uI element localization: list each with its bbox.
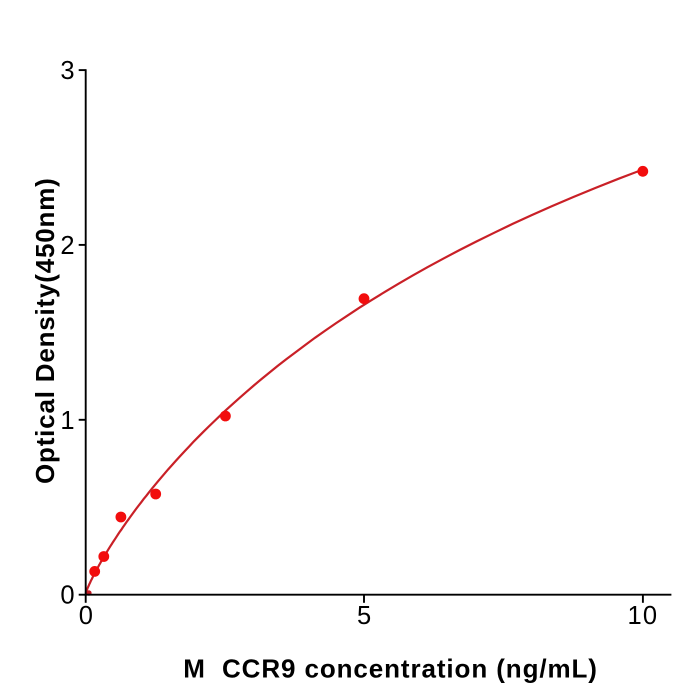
- svg-text:0: 0: [79, 602, 93, 630]
- svg-text:2: 2: [60, 232, 74, 260]
- svg-text:5: 5: [357, 602, 371, 630]
- svg-text:3: 3: [60, 57, 74, 85]
- svg-text:0: 0: [60, 582, 74, 610]
- svg-text:1: 1: [60, 407, 74, 435]
- svg-text:10: 10: [628, 602, 659, 630]
- svg-text:M CCR9 concentration (ng/mL): M CCR9 concentration (ng/mL): [183, 654, 598, 684]
- svg-text:Optical Density(450nm): Optical Density(450nm): [30, 177, 60, 484]
